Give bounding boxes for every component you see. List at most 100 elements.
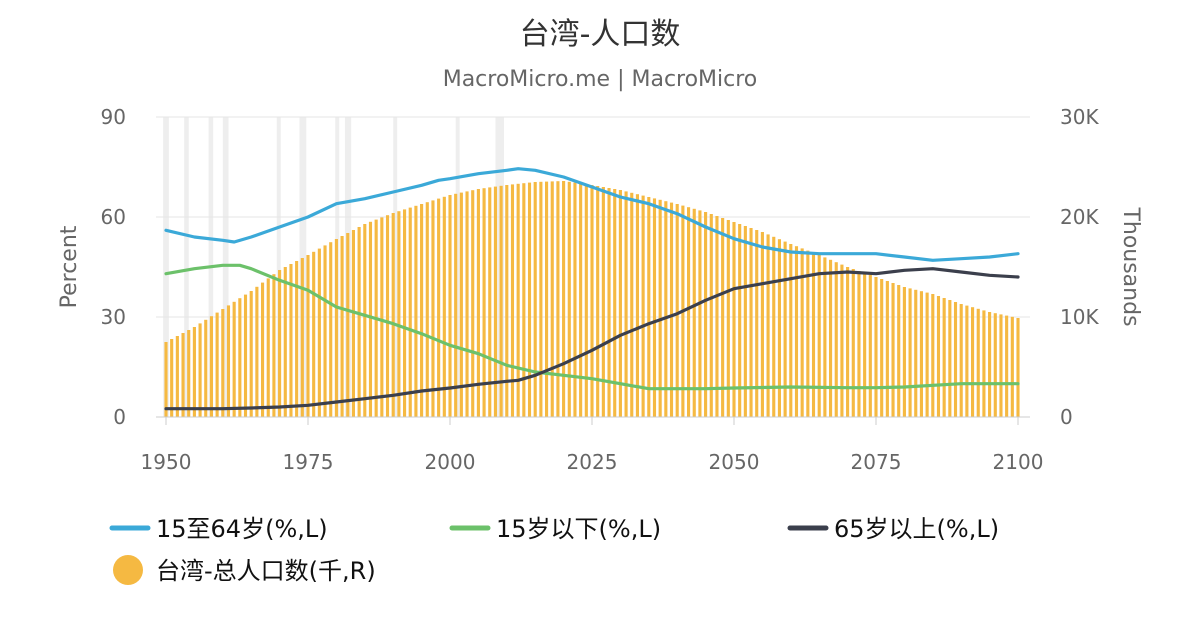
population-bar: [704, 212, 708, 417]
population-bar: [533, 182, 537, 417]
population-bar: [181, 333, 185, 417]
series-line-1: [164, 167, 1020, 262]
population-bar: [260, 282, 265, 417]
population-bar: [641, 195, 645, 417]
population-bar: [516, 183, 520, 417]
population-bar: [794, 246, 799, 417]
shaded-period: [276, 117, 281, 417]
x-tick-label: 1950: [141, 450, 192, 474]
population-bar: [658, 199, 662, 417]
population-bar: [970, 307, 975, 417]
population-bar: [721, 218, 725, 417]
population-bar: [340, 236, 344, 417]
population-bar: [635, 194, 640, 417]
right-axis-ticks: 0 10K 20K 30K: [1060, 105, 1099, 429]
population-bar: [482, 188, 486, 417]
population-bar: [800, 248, 804, 417]
population-bar: [476, 189, 480, 417]
population-bar: [544, 181, 549, 417]
population-bar: [346, 233, 350, 417]
population-bar: [738, 224, 742, 417]
population-bar: [243, 294, 248, 417]
bar-series: [164, 181, 1020, 417]
population-bar: [442, 196, 446, 417]
x-tick-label: 2100: [993, 450, 1044, 474]
population-bar: [868, 275, 872, 417]
population-bar: [573, 182, 577, 417]
population-bar: [931, 294, 935, 417]
population-bar: [675, 204, 679, 417]
right-axis-title: Thousands: [1118, 206, 1143, 326]
population-bar: [567, 181, 571, 417]
population-bar: [249, 291, 253, 417]
population-bar: [329, 242, 333, 417]
line-series: [164, 167, 1020, 411]
population-bar: [902, 287, 906, 417]
population-bar: [817, 255, 821, 417]
shaded-period: [455, 117, 460, 417]
population-bar: [266, 278, 270, 417]
left-tick-label: 60: [101, 205, 126, 229]
population-bar: [925, 292, 929, 417]
population-bar: [891, 283, 895, 417]
chart-subtitle: MacroMicro.me | MacroMicro: [443, 67, 758, 92]
population-bar: [471, 190, 475, 417]
population-bar: [601, 187, 605, 417]
population-bar: [596, 186, 600, 417]
x-tick-label: 2025: [567, 450, 618, 474]
population-bar: [919, 291, 924, 417]
population-bar: [312, 251, 316, 417]
population-bar: [317, 248, 321, 417]
population-bar: [766, 234, 770, 417]
right-tick-label: 20K: [1060, 205, 1099, 229]
population-bar: [204, 319, 208, 417]
left-axis-title: Percent: [57, 225, 82, 308]
population-bar: [289, 264, 293, 417]
right-tick-label: 30K: [1060, 105, 1099, 129]
population-bar: [976, 308, 980, 417]
population-bar: [397, 211, 401, 417]
population-bar: [999, 314, 1003, 417]
x-tick-label: 2000: [425, 450, 476, 474]
population-bar: [698, 210, 702, 417]
right-tick-label: 10K: [1060, 305, 1099, 329]
population-bar: [652, 198, 657, 417]
population-bar: [579, 183, 583, 417]
population-bar: [1016, 318, 1020, 417]
population-bar: [334, 239, 338, 417]
population-bar: [420, 204, 424, 417]
population-bar: [709, 214, 713, 417]
population-bar: [686, 207, 691, 417]
population-bar: [448, 195, 452, 417]
population-bar: [664, 201, 668, 417]
left-axis-ticks: 0 30 60 90: [101, 105, 126, 429]
population-bar: [897, 285, 901, 417]
left-tick-label: 30: [101, 305, 126, 329]
population-bar: [806, 250, 810, 417]
population-bar: [908, 288, 912, 417]
population-bar: [437, 198, 441, 417]
population-bar: [618, 190, 622, 417]
population-bar: [278, 270, 282, 417]
x-tick-label: 1975: [283, 450, 334, 474]
legend-label: 65岁以上(%,L): [834, 515, 999, 543]
series-line-3: [164, 267, 1020, 411]
population-bar: [988, 312, 992, 417]
population-bar: [238, 298, 242, 417]
population-bar: [828, 259, 833, 417]
population-bar: [1005, 315, 1009, 417]
population-bar: [493, 186, 498, 417]
legend-label: 15岁以下(%,L): [496, 515, 661, 543]
population-bar: [505, 185, 509, 417]
right-tick-label: 0: [1060, 405, 1073, 429]
population-bar: [749, 228, 753, 417]
population-bar: [295, 261, 299, 417]
population-bar: [811, 252, 816, 417]
population-bar: [936, 296, 941, 417]
population-bar: [863, 273, 867, 417]
population-bar: [993, 313, 997, 417]
population-bar: [255, 286, 259, 417]
population-bar: [527, 182, 532, 417]
population-bar: [914, 289, 918, 417]
